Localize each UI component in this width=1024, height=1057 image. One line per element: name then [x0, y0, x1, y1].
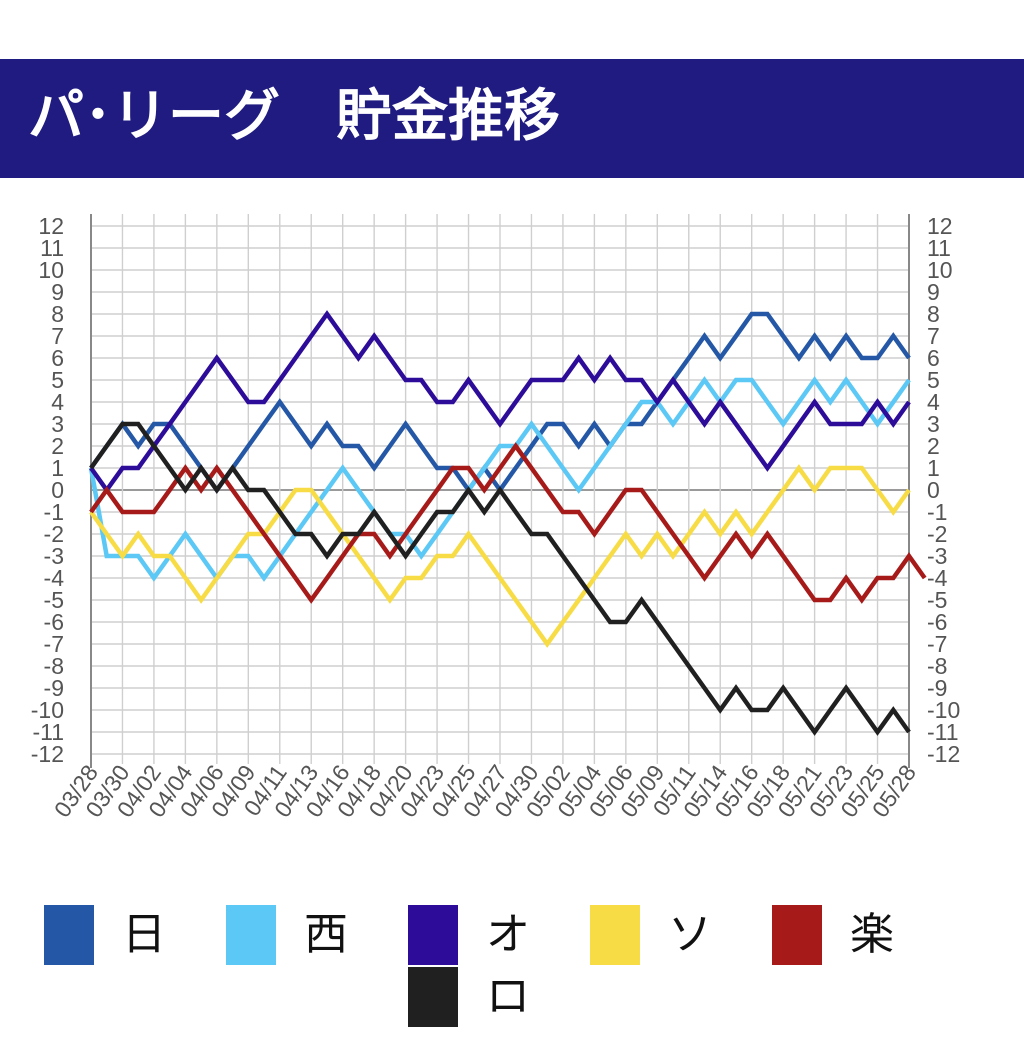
y-axis-left: 1211109876543210-1-2-3-4-5-6-7-8-9-10-11… — [31, 213, 64, 767]
y-tick-label-right: 3 — [927, 411, 940, 437]
legend: 日 西 オ ソ 楽ロ — [0, 905, 1024, 1045]
y-tick-label-left: 1 — [51, 455, 64, 481]
y-axis-right: 1211109876543210-1-2-3-4-5-6-7-8-9-10-11… — [927, 213, 960, 767]
y-tick-label-right: -10 — [927, 697, 960, 723]
y-tick-label-left: 4 — [51, 389, 64, 415]
y-tick-label-left: 3 — [51, 411, 64, 437]
legend-swatch — [772, 905, 822, 965]
y-tick-label-right: -3 — [927, 543, 947, 569]
y-tick-label-right: -4 — [927, 565, 948, 591]
line-chart: 1211109876543210-1-2-3-4-5-6-7-8-9-10-11… — [31, 213, 961, 822]
y-tick-label-left: 7 — [51, 323, 64, 349]
legend-label: 日 — [122, 909, 166, 960]
y-tick-label-right: 11 — [927, 235, 951, 261]
x-axis: 03/2803/3004/0204/0404/0604/0904/1104/13… — [49, 760, 921, 822]
y-tick-label-left: -6 — [44, 609, 64, 635]
legend-swatch — [226, 905, 276, 965]
title-bar: パ･リーグ 貯金推移 — [0, 59, 1024, 178]
legend-label: ロ — [486, 971, 530, 1022]
y-tick-label-right: -11 — [927, 719, 959, 745]
y-tick-label-right: 12 — [927, 213, 953, 239]
y-tick-label-left: 8 — [51, 301, 64, 327]
legend-label: 楽 — [850, 909, 894, 960]
y-tick-label-left: -12 — [31, 741, 64, 767]
y-tick-label-left: -7 — [44, 631, 64, 657]
series-lines — [88, 310, 927, 736]
series-line-楽 — [89, 442, 927, 604]
y-tick-label-right: 0 — [927, 477, 940, 503]
y-tick-label-right: -5 — [927, 587, 947, 613]
y-tick-label-left: -3 — [44, 543, 64, 569]
y-tick-label-left: 9 — [51, 279, 64, 305]
y-tick-label-left: 0 — [51, 477, 64, 503]
y-tick-label-left: -1 — [44, 499, 64, 525]
y-tick-label-left: -11 — [32, 719, 64, 745]
y-tick-label-left: -4 — [44, 565, 65, 591]
y-tick-label-left: 2 — [51, 433, 64, 459]
y-tick-label-left: -8 — [44, 653, 64, 679]
y-tick-label-right: -6 — [927, 609, 947, 635]
y-tick-label-right: -7 — [927, 631, 947, 657]
series-line-ロ — [89, 421, 911, 736]
y-tick-label-left: -2 — [44, 521, 64, 547]
legend-label: オ — [486, 909, 530, 960]
y-tick-label-right: 7 — [927, 323, 940, 349]
y-tick-label-left: -9 — [44, 675, 64, 701]
y-tick-label-left: -10 — [31, 697, 64, 723]
y-tick-label-right: -12 — [927, 741, 960, 767]
legend-swatch — [408, 967, 458, 1027]
y-tick-label-left: 5 — [51, 367, 64, 393]
y-tick-label-right: -2 — [927, 521, 947, 547]
y-tick-label-left: 11 — [40, 235, 64, 261]
legend-label: 西 — [304, 909, 348, 960]
y-tick-label-right: 4 — [927, 389, 940, 415]
y-tick-label-right: 2 — [927, 433, 940, 459]
y-tick-label-right: 6 — [927, 345, 940, 371]
y-tick-label-left: 10 — [38, 257, 64, 283]
series-line-ソ — [89, 464, 911, 648]
y-tick-label-right: 1 — [927, 455, 940, 481]
chart-title: パ･リーグ 貯金推移 — [28, 84, 560, 149]
y-tick-label-right: 10 — [927, 257, 953, 283]
y-tick-label-left: 12 — [38, 213, 64, 239]
y-tick-label-right: -9 — [927, 675, 947, 701]
legend-label: ソ — [668, 909, 712, 960]
y-tick-label-left: 6 — [51, 345, 64, 371]
y-tick-label-right: 9 — [927, 279, 940, 305]
y-tick-label-right: 5 — [927, 367, 940, 393]
legend-swatch — [44, 905, 94, 965]
series-line-オ — [89, 310, 911, 494]
y-tick-label-right: -1 — [927, 499, 947, 525]
y-tick-label-right: 8 — [927, 301, 940, 327]
legend-swatch — [590, 905, 640, 965]
y-tick-label-right: -8 — [927, 653, 947, 679]
legend-swatch — [408, 905, 458, 965]
y-tick-label-left: -5 — [44, 587, 64, 613]
